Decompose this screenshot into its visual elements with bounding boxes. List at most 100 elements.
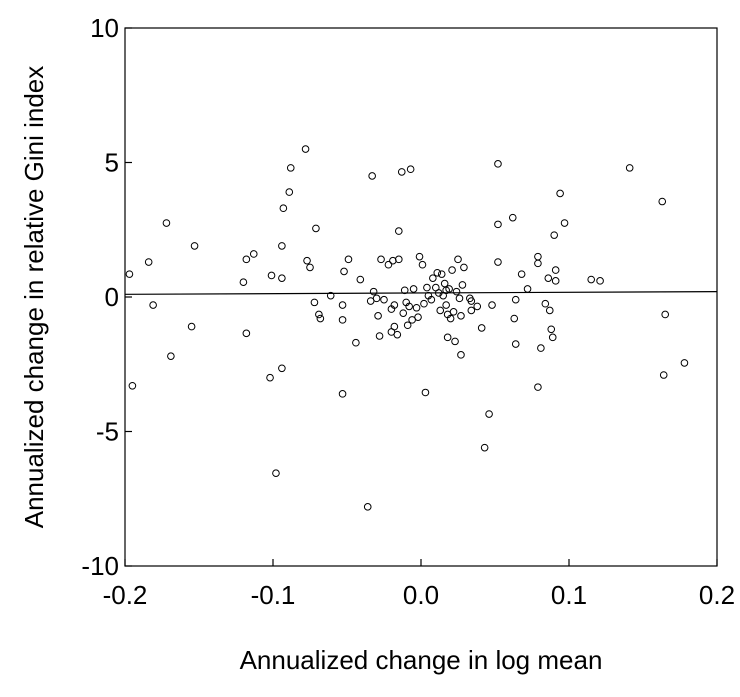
data-point: [356, 275, 365, 284]
data-point: [285, 188, 294, 196]
data-point: [458, 281, 467, 289]
data-point: [534, 252, 542, 261]
data-point: [400, 286, 409, 295]
data-point: [187, 322, 196, 331]
x-tick-label: -0.2: [103, 580, 148, 610]
data-point: [511, 295, 520, 304]
data-point: [534, 259, 542, 268]
data-point: [427, 295, 436, 304]
data-point: [377, 255, 385, 264]
data-point: [190, 242, 199, 250]
data-point: [344, 255, 353, 264]
data-point: [477, 324, 486, 332]
data-point: [455, 294, 464, 303]
fit-line: [124, 291, 718, 295]
data-point: [310, 298, 319, 307]
data-point: [369, 287, 378, 296]
data-point: [587, 275, 596, 284]
x-tick-label: 0.1: [551, 580, 587, 610]
data-point: [267, 271, 276, 280]
data-point: [315, 310, 323, 319]
data-point: [380, 295, 388, 304]
data-point: [390, 301, 399, 309]
x-tick-label: 0.2: [699, 580, 735, 610]
data-point: [399, 309, 408, 317]
data-point: [494, 258, 502, 266]
data-point: [442, 301, 450, 309]
data-point: [596, 277, 604, 285]
data-point: [494, 160, 502, 168]
data-point: [473, 302, 482, 311]
data-point: [338, 390, 347, 398]
data-point: [437, 270, 446, 278]
data-point: [352, 338, 360, 347]
data-point: [551, 266, 560, 274]
data-point: [423, 283, 431, 292]
data-point: [429, 274, 437, 282]
data-point: [406, 165, 415, 174]
data-point: [448, 266, 456, 274]
data-point: [485, 410, 493, 418]
data-point: [421, 388, 430, 397]
data-point: [403, 321, 412, 330]
data-point: [363, 503, 372, 511]
data-point: [541, 299, 550, 308]
data-point: [452, 287, 461, 296]
data-point: [393, 330, 402, 339]
data-point: [556, 189, 564, 198]
data-point: [460, 263, 468, 272]
data-point: [368, 172, 376, 180]
data-point: [480, 443, 489, 452]
data-points: [125, 145, 689, 511]
data-point: [316, 314, 325, 323]
data-point: [128, 381, 137, 390]
data-point: [544, 274, 553, 282]
data-point: [420, 299, 428, 308]
data-point: [279, 204, 288, 213]
data-point: [312, 224, 320, 233]
data-point: [125, 270, 134, 278]
data-point: [375, 332, 384, 340]
data-point: [457, 312, 465, 320]
plot-frame: [124, 27, 718, 567]
data-point: [454, 255, 462, 264]
data-point: [395, 255, 403, 264]
data-point: [272, 469, 280, 477]
data-point: [443, 333, 452, 342]
data-point: [508, 213, 517, 222]
data-point: [340, 267, 348, 276]
data-point: [418, 260, 427, 269]
data-point: [149, 301, 157, 309]
data-point: [534, 383, 542, 391]
data-point: [547, 325, 556, 334]
data-point: [494, 220, 502, 229]
data-point: [338, 316, 347, 324]
data-point: [412, 303, 421, 312]
data-point: [415, 252, 424, 261]
data-point: [338, 301, 347, 309]
data-point: [661, 310, 670, 319]
axis-ticks: [124, 27, 718, 567]
data-point: [162, 219, 171, 227]
y-tick-label: 5: [105, 148, 119, 178]
data-point: [303, 256, 311, 265]
y-tick-label: -10: [81, 551, 119, 581]
data-point: [510, 314, 519, 323]
data-point: [625, 164, 634, 172]
data-point: [278, 274, 286, 282]
data-point: [446, 314, 455, 323]
data-point: [242, 329, 251, 338]
data-point: [680, 359, 689, 367]
data-point: [467, 306, 476, 315]
data-point: [457, 351, 465, 359]
x-axis-title: Annualized change in log mean: [240, 645, 603, 675]
data-point: [537, 344, 545, 352]
data-point: [405, 302, 413, 311]
data-point: [548, 333, 557, 342]
data-point: [550, 231, 559, 239]
data-point: [242, 255, 251, 264]
data-point: [517, 270, 526, 278]
data-point: [658, 197, 667, 206]
data-point: [301, 145, 310, 153]
